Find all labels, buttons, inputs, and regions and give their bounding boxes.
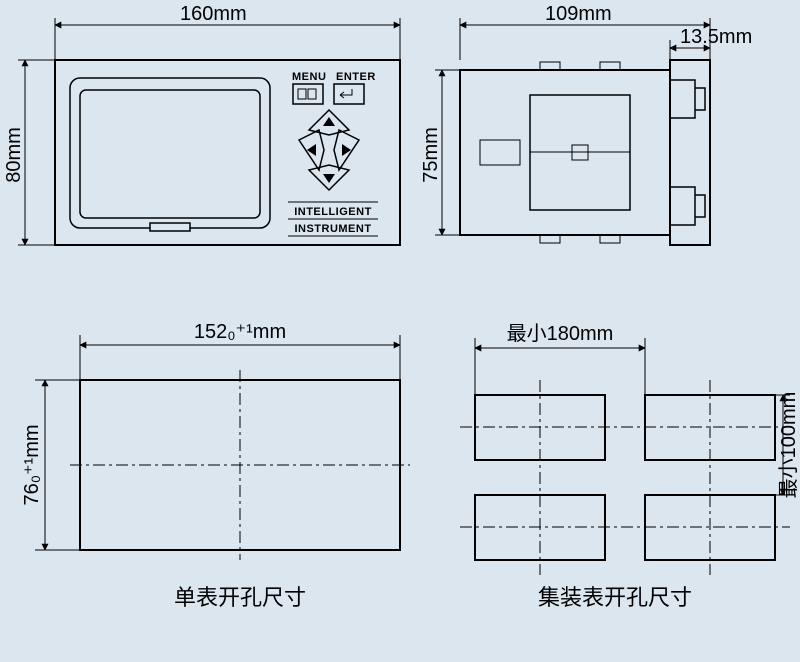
dim-front-height: 80mm (3, 127, 25, 183)
dim-side-width: 109mm (545, 3, 612, 25)
brand-line2: INSTRUMENT (294, 223, 371, 235)
dim-side-height: 75mm (420, 127, 442, 183)
multi-cutout-caption: 集装表开孔尺寸 (538, 585, 692, 610)
dim-side-depth: 13.5mm (680, 26, 752, 48)
dim-cutout-width: 152₀⁺¹mm (194, 321, 286, 343)
single-cutout-caption: 单表开孔尺寸 (174, 585, 306, 610)
brand-line1: INTELLIGENT (294, 206, 372, 218)
dim-multi-width: 最小180mm (507, 322, 614, 345)
dim-multi-height: 最小100mm (777, 392, 800, 499)
menu-label: MENU (292, 71, 326, 83)
dim-cutout-height: 76₀⁺¹mm (21, 424, 43, 505)
enter-label: ENTER (336, 71, 376, 83)
dpad[interactable] (299, 110, 359, 190)
dim-front-width: 160mm (180, 3, 247, 25)
enter-button[interactable] (334, 84, 364, 104)
